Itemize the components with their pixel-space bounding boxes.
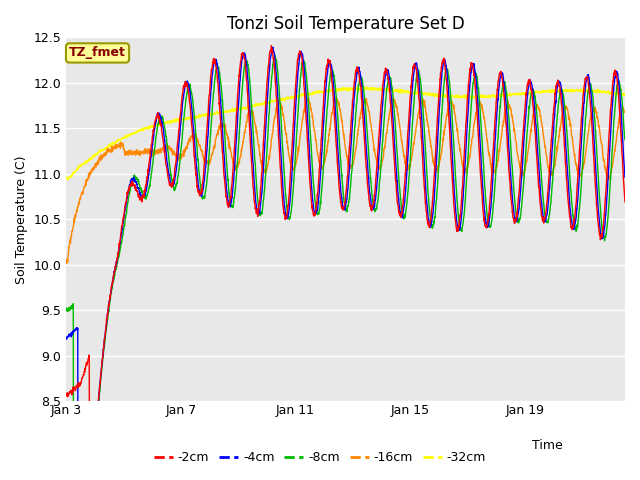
- Text: Time: Time: [532, 439, 563, 452]
- Title: Tonzi Soil Temperature Set D: Tonzi Soil Temperature Set D: [227, 15, 465, 33]
- Legend: -2cm, -4cm, -8cm, -16cm, -32cm: -2cm, -4cm, -8cm, -16cm, -32cm: [149, 446, 491, 469]
- Text: TZ_fmet: TZ_fmet: [69, 47, 126, 60]
- Y-axis label: Soil Temperature (C): Soil Temperature (C): [15, 155, 28, 284]
